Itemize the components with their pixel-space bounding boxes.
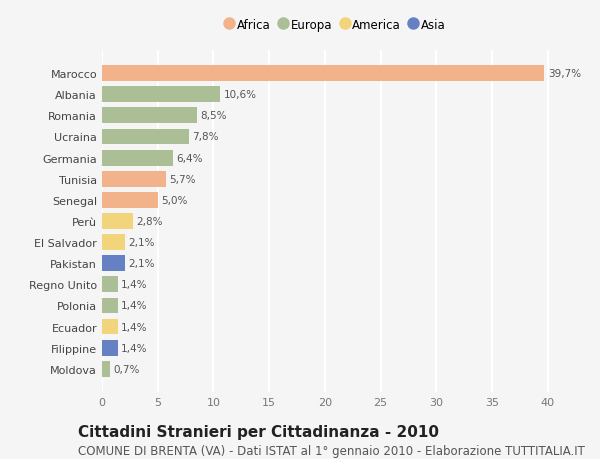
Bar	[102, 361, 110, 377]
Text: 1,4%: 1,4%	[121, 280, 148, 290]
Bar	[102, 87, 220, 103]
Bar	[102, 66, 544, 82]
Text: 7,8%: 7,8%	[192, 132, 219, 142]
Text: 5,0%: 5,0%	[161, 196, 187, 205]
Text: 39,7%: 39,7%	[548, 69, 581, 79]
Bar	[102, 340, 118, 356]
Bar	[102, 319, 118, 335]
Text: 2,8%: 2,8%	[137, 217, 163, 226]
Text: Cittadini Stranieri per Cittadinanza - 2010: Cittadini Stranieri per Cittadinanza - 2…	[78, 425, 439, 440]
Text: 1,4%: 1,4%	[121, 322, 148, 332]
Text: 8,5%: 8,5%	[200, 111, 227, 121]
Text: 10,6%: 10,6%	[223, 90, 256, 100]
Bar	[102, 108, 197, 124]
Bar	[102, 192, 158, 208]
Bar	[102, 256, 125, 272]
Bar	[102, 298, 118, 313]
Text: 6,4%: 6,4%	[176, 153, 203, 163]
Text: 2,1%: 2,1%	[129, 258, 155, 269]
Bar	[102, 171, 166, 187]
Text: 0,7%: 0,7%	[113, 364, 140, 374]
Text: 1,4%: 1,4%	[121, 301, 148, 311]
Bar	[102, 151, 173, 166]
Legend: Africa, Europa, America, Asia: Africa, Europa, America, Asia	[223, 15, 449, 35]
Text: 1,4%: 1,4%	[121, 343, 148, 353]
Bar	[102, 129, 189, 145]
Bar	[102, 235, 125, 251]
Bar	[102, 213, 133, 230]
Bar	[102, 277, 118, 292]
Text: 2,1%: 2,1%	[129, 238, 155, 247]
Text: 5,7%: 5,7%	[169, 174, 196, 185]
Text: COMUNE DI BRENTA (VA) - Dati ISTAT al 1° gennaio 2010 - Elaborazione TUTTITALIA.: COMUNE DI BRENTA (VA) - Dati ISTAT al 1°…	[78, 444, 585, 457]
